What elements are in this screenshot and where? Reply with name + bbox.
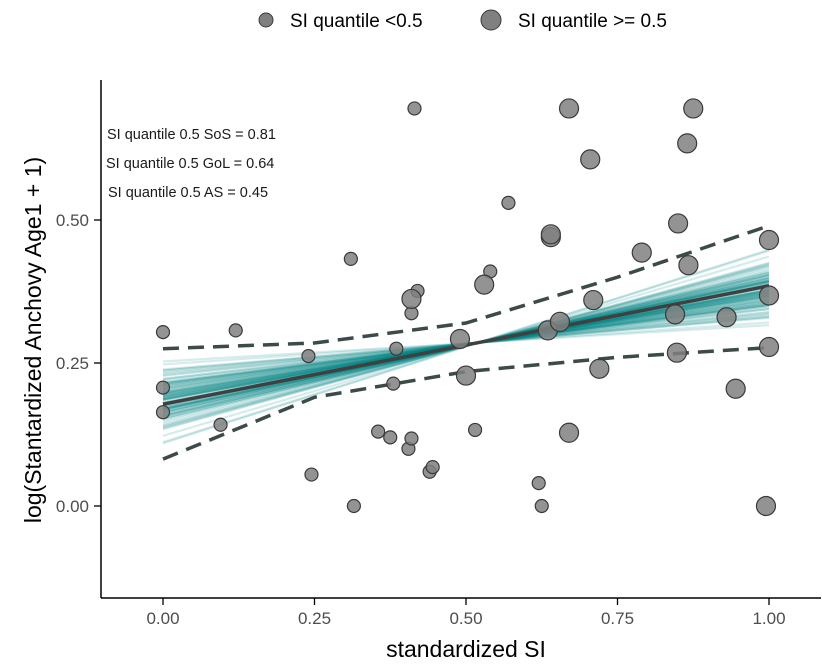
data-point-small — [343, 251, 358, 266]
data-point-small — [155, 405, 171, 420]
x-tick-label: 1.00 — [752, 609, 785, 628]
y-tick-label: 0.00 — [56, 497, 89, 516]
data-point-large — [583, 289, 604, 311]
data-point-large — [589, 358, 610, 379]
data-point-small — [383, 430, 398, 445]
x-axis-ticks: 0.00 0.25 0.50 0.75 1.00 — [146, 598, 786, 628]
data-point-large — [683, 98, 704, 119]
data-point-large — [558, 98, 580, 119]
x-tick-label: 0.25 — [298, 609, 331, 628]
data-point-large — [549, 311, 571, 332]
data-point-large — [540, 224, 561, 245]
data-point-small — [304, 467, 319, 482]
legend-label-large: SI quantile >= 0.5 — [518, 11, 667, 32]
data-point-large — [449, 328, 471, 350]
data-point-small — [534, 498, 549, 514]
data-point-small — [228, 323, 243, 338]
data-point-large — [725, 378, 746, 399]
data-point-small — [467, 422, 483, 438]
data-point-large — [677, 133, 698, 154]
data-point-large — [631, 242, 652, 263]
y-tick-label: 0.50 — [56, 211, 89, 230]
data-point-small — [404, 431, 419, 446]
data-point-large — [667, 213, 689, 234]
x-tick-label: 0.75 — [601, 609, 634, 628]
legend-marker-large — [480, 9, 502, 31]
data-point-small — [155, 380, 171, 395]
y-axis-title: log(Stantardized Anchovy Age1 + 1) — [20, 157, 46, 523]
data-point-small — [371, 424, 386, 439]
data-point-large — [758, 229, 780, 251]
credible-interval-upper — [162, 224, 770, 351]
data-point-large — [666, 342, 687, 363]
data-point-small — [407, 101, 422, 116]
data-point-large — [678, 255, 699, 276]
x-tick-label: 0.50 — [449, 609, 482, 628]
data-point-large — [558, 422, 580, 443]
y-axis-ticks: 0.00 0.25 0.50 — [56, 211, 101, 516]
data-point-large — [758, 285, 780, 306]
y-tick-label: 0.25 — [56, 354, 89, 373]
data-point-small — [531, 476, 546, 491]
data-point-large — [716, 307, 737, 328]
data-point-small — [213, 417, 228, 432]
legend-marker-small — [258, 12, 274, 28]
annotation-sos: SI quantile 0.5 SoS = 0.81 — [107, 127, 276, 143]
annotation-gol: SI quantile 0.5 GoL = 0.64 — [106, 156, 274, 172]
annotation-as: SI quantile 0.5 AS = 0.45 — [108, 185, 268, 201]
x-axis-title: standardized SI — [386, 636, 546, 662]
data-point-large — [580, 149, 601, 170]
data-point-large — [758, 336, 780, 358]
data-point-small — [155, 325, 171, 340]
data-point-small — [389, 341, 404, 356]
data-point-large — [455, 365, 477, 386]
legend-label-small: SI quantile <0.5 — [290, 11, 423, 32]
legend: SI quantile <0.5 SI quantile >= 0.5 — [258, 9, 667, 32]
data-points — [155, 98, 780, 517]
data-point-large — [664, 304, 686, 325]
annotations: SI quantile 0.5 SoS = 0.81 SI quantile 0… — [106, 127, 276, 201]
data-point-small — [501, 195, 516, 210]
data-point-large — [474, 274, 495, 295]
data-point-small — [346, 498, 361, 514]
credible-interval-lower — [162, 345, 770, 461]
data-point-large — [755, 495, 777, 517]
data-point-small — [386, 376, 401, 391]
data-point-large — [401, 288, 422, 310]
data-point-small — [301, 349, 316, 364]
data-point-small — [425, 460, 440, 475]
x-tick-label: 0.00 — [146, 609, 179, 628]
